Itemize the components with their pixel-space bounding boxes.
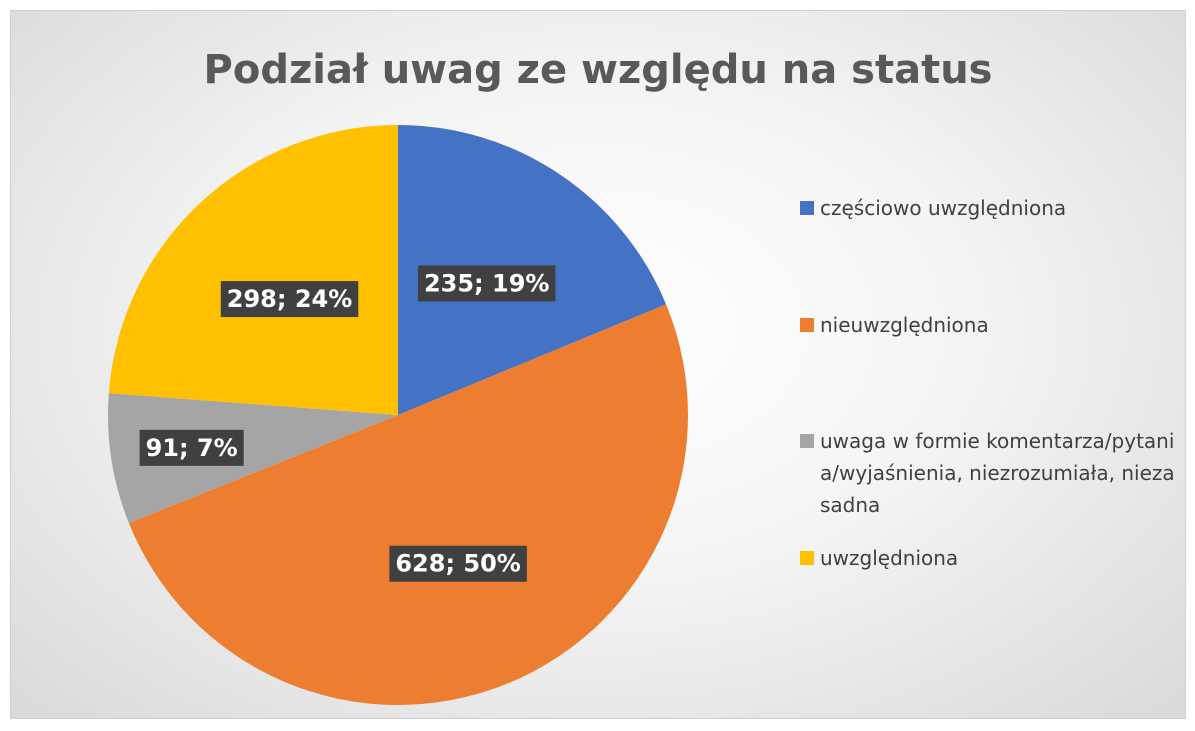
legend-swatch <box>800 551 814 565</box>
legend-swatch <box>800 434 814 448</box>
data-label-box <box>139 429 244 466</box>
legend-label: uwzględniona <box>820 546 959 570</box>
legend-label: nieuwzględniona <box>820 313 989 337</box>
legend-item: uwzględniona <box>800 542 1180 574</box>
legend-item: uwaga w formie komentarza/pytania/wyjaśn… <box>800 425 1180 521</box>
legend-label: uwaga w formie komentarza/pytania/wyjaśn… <box>820 429 1175 517</box>
legend-swatch <box>800 201 814 215</box>
data-label: 298; 24% <box>227 285 353 313</box>
data-label: 235; 19% <box>424 269 550 297</box>
data-label-box <box>220 281 359 318</box>
pie-slice <box>128 304 688 705</box>
legend-item: nieuwzględniona <box>800 309 1180 341</box>
legend-item: częściowo uwzględniona <box>800 192 1180 224</box>
chart-title: Podział uwag ze względu na status <box>204 47 993 93</box>
data-label: 91; 7% <box>146 434 238 462</box>
data-label: 628; 50% <box>395 550 521 578</box>
pie-slice <box>107 393 398 523</box>
pie-slice <box>108 125 398 415</box>
legend-swatch <box>800 318 814 332</box>
data-label-box <box>389 545 527 582</box>
data-label-box <box>417 265 556 302</box>
legend-label: częściowo uwzględniona <box>820 196 1067 220</box>
